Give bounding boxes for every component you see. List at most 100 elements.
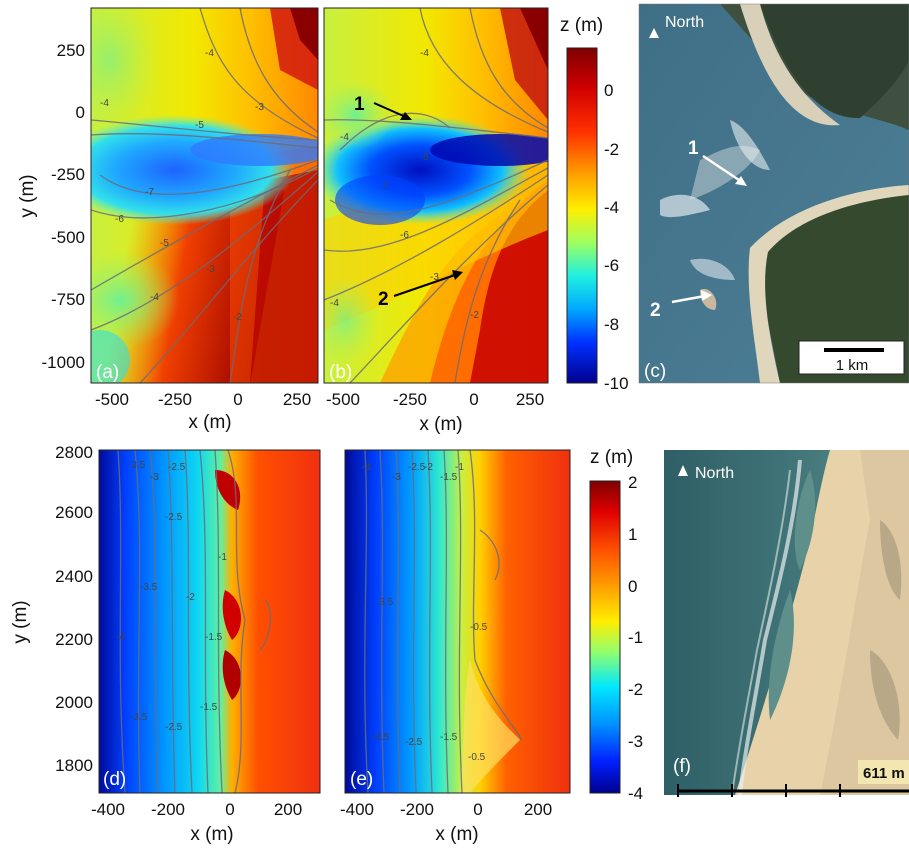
cb-tick: 0 [604, 81, 613, 100]
contour-label: -3 [392, 472, 401, 483]
cb-tick: -8 [604, 315, 619, 334]
x-tick: -400 [91, 800, 125, 819]
panel-b-frame [323, 7, 549, 384]
contour-label: -3.5 [372, 732, 390, 743]
cb-tick: -2 [628, 680, 643, 699]
x-label-a: x (m) [188, 412, 231, 433]
x-label-b: x (m) [419, 414, 462, 435]
contour-label: -2 [424, 462, 433, 473]
top-colorbar: z (m) 0 -2 -4 -6 -8 -10 [560, 15, 629, 393]
contour-label: -4 [100, 98, 109, 109]
contour-label: -4 [150, 292, 159, 303]
contour-label: -1.5 [205, 632, 223, 643]
contour-label: -5 [160, 238, 169, 249]
panel-b [324, 8, 548, 383]
top-colorbar-title: z (m) [560, 15, 603, 36]
contour-label: -6 [115, 214, 124, 225]
x-label-d: x (m) [190, 824, 233, 845]
panel-d [99, 450, 320, 793]
photo-c-label-1: 1 [688, 138, 699, 159]
contour-label: -7 [145, 187, 154, 198]
contour-label: -4 [362, 462, 371, 473]
y-tick: -1000 [42, 353, 85, 372]
contour-label: -4 [420, 48, 429, 59]
y-tick: 2200 [55, 630, 93, 649]
annotation-1: 1 [354, 94, 412, 120]
y-tick: 1800 [55, 756, 93, 775]
y-tick: 2800 [55, 443, 93, 462]
contour-labels-d: -4 -3.5 -3 -2.5 -2 -1.5 -1 -3.5 -2.5 -1.… [112, 460, 227, 783]
contour-label: -2 [470, 310, 479, 321]
annotation-2: 2 [378, 270, 463, 310]
contour-label: -2.5 [408, 462, 426, 473]
annotation-1-label: 1 [354, 94, 365, 115]
contour-label: -5 [420, 152, 429, 163]
contour-labels-b: -4 -5 -7 -6 -4 -3 -2 -4 [330, 48, 479, 321]
top-y-label: y (m) [17, 174, 38, 217]
north-label-c: North [665, 14, 704, 31]
contour-label: -3.5 [128, 460, 146, 471]
scale-label-f: 611 m [863, 765, 905, 782]
contour-label: -4 [112, 772, 121, 783]
y-tick: 2000 [55, 693, 93, 712]
cb-tick: -4 [604, 198, 619, 217]
contour-labels-e: -4 -3.5 -3 -2.5 -2 -1.5 -1 -0.5 -3.5 -2.… [362, 462, 488, 763]
cb-tick: 2 [628, 473, 637, 492]
bottom-colorbar: z (m) 2 1 0 -1 -2 -3 -4 [589, 447, 643, 803]
photo-c-annotations: North 1 2 1 km (c) [644, 14, 905, 382]
top-x-axis-a: -500 -250 0 250 x (m) [95, 390, 311, 433]
contour-label: -0.5 [468, 752, 486, 763]
y-tick: -250 [51, 165, 85, 184]
x-tick: 200 [524, 800, 552, 819]
panel-e-label: (e) [350, 769, 373, 790]
photo-f [664, 450, 909, 795]
x-tick: 250 [283, 390, 311, 409]
x-tick: 0 [233, 390, 242, 409]
panel-b-label: (b) [329, 362, 352, 383]
contour-label: -2 [233, 312, 242, 323]
north-label-f: North [695, 465, 734, 482]
x-tick: -500 [326, 390, 360, 409]
contour-label: -4 [330, 298, 339, 309]
top-y-axis: 250 0 -250 -500 -750 -1000 y (m) [17, 41, 85, 372]
y-tick: -750 [51, 290, 85, 309]
contour-label: -5 [195, 120, 204, 131]
bottom-x-axis-d: -400 -200 0 200 x (m) [91, 800, 302, 845]
contour-label: -1 [218, 552, 227, 563]
photo-c-label-2: 2 [650, 300, 661, 321]
cb-tick: -4 [628, 784, 643, 803]
photo-c-frame [638, 3, 909, 384]
x-tick: 0 [473, 800, 482, 819]
y-tick: -500 [51, 228, 85, 247]
y-tick: 250 [57, 41, 85, 60]
annotation-2-label: 2 [378, 289, 389, 310]
contour-label: -4 [340, 132, 349, 143]
bottom-colorbar-scale [589, 480, 621, 794]
panel-e-frame [344, 449, 571, 794]
contour-label: -0.5 [470, 622, 488, 633]
x-tick: -500 [95, 390, 129, 409]
contour-label: -1 [455, 462, 464, 473]
contour-label: -4 [116, 632, 125, 643]
panel-d-frame [98, 449, 321, 794]
cb-tick: -10 [604, 374, 629, 393]
x-tick: -400 [340, 800, 374, 819]
cb-tick: 0 [628, 577, 637, 596]
contour-label: -1.5 [440, 472, 458, 483]
x-tick: -250 [158, 390, 192, 409]
bottom-y-axis: 2800 2600 2400 2200 2000 1800 y (m) [10, 443, 93, 775]
contour-label: -3.5 [130, 712, 148, 723]
contour-label: -4 [205, 48, 214, 59]
panel-a-label: (a) [96, 362, 119, 383]
y-tick: 0 [76, 103, 85, 122]
x-tick: 0 [225, 800, 234, 819]
photo-f-annotations: North 611 m (f) [673, 465, 909, 797]
scale-label-box-f [858, 760, 909, 784]
cb-tick: -2 [604, 140, 619, 159]
north-arrow-icon [678, 465, 688, 476]
panel-d-label: (d) [103, 769, 126, 790]
top-colorbar-scale [566, 47, 598, 384]
y-tick: 2600 [55, 503, 93, 522]
cb-tick: 1 [628, 525, 637, 544]
panel-e [345, 450, 570, 793]
